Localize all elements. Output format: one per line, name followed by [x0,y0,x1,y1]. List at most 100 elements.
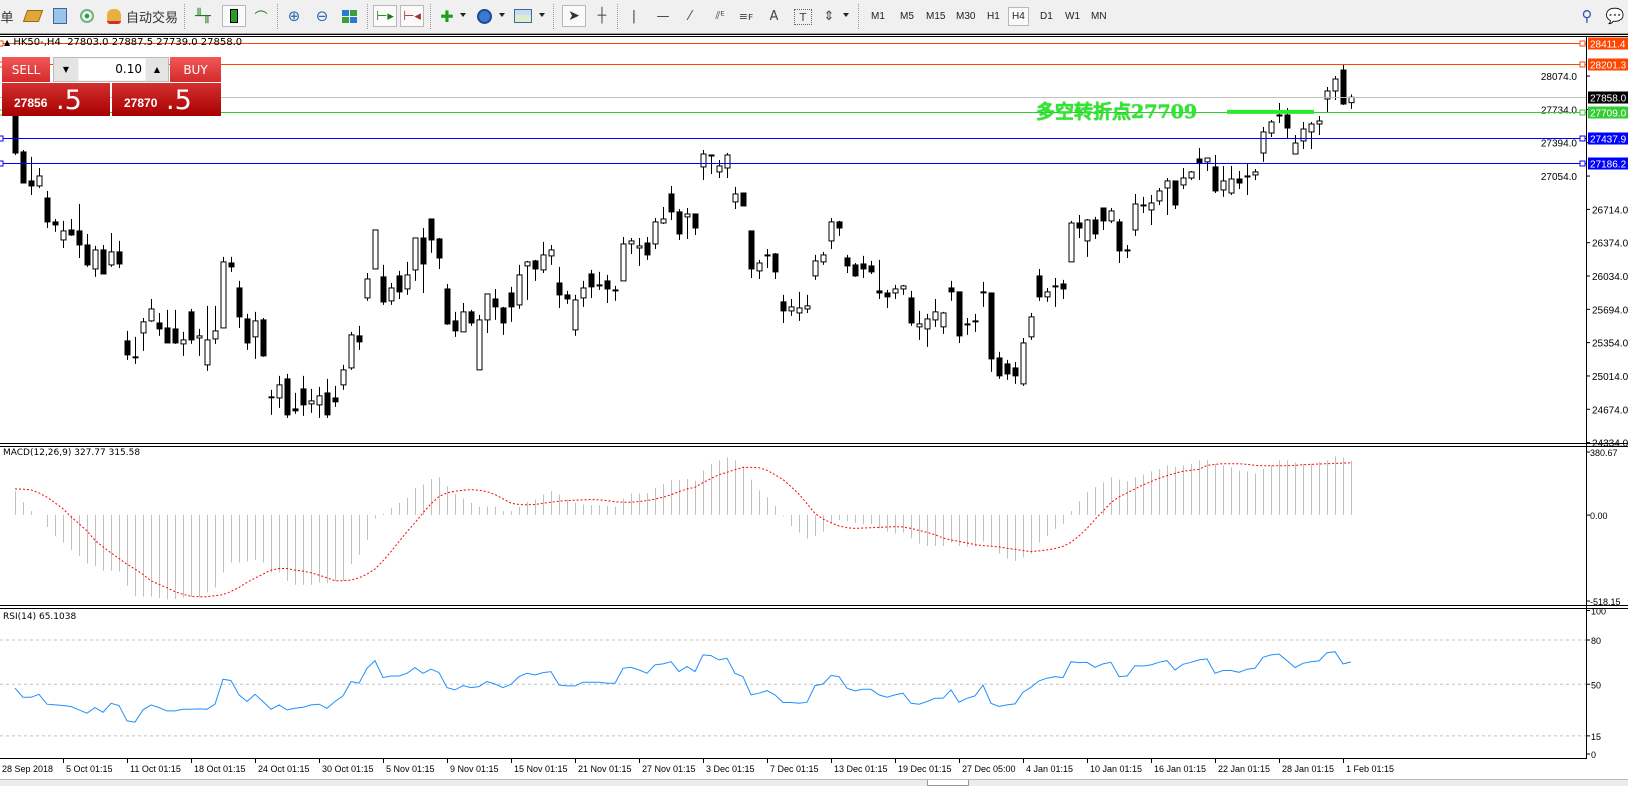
indicators-dropdown-icon[interactable] [460,13,466,17]
templates-icon[interactable] [513,5,533,27]
chart-shift-icon[interactable]: ⊢◂ [400,5,424,27]
bar-chart-icon[interactable]: ╨╥ [195,8,211,24]
volume-increase-button[interactable]: ▲ [146,58,168,81]
timeframe-d1[interactable]: D1 [1040,11,1053,22]
bear-candle-body [692,213,699,229]
bear-candle-body [380,276,387,303]
volume-decrease-button[interactable]: ▼ [54,58,78,81]
new-order-menu-fragment[interactable]: 单 [0,10,14,26]
zoom-in-icon[interactable]: ⊕ [287,7,301,25]
candle [492,288,499,320]
price-axis-label: 25014.0 [1592,372,1628,383]
candle [820,251,827,265]
line-chart-icon[interactable]: ⌒ [254,10,268,26]
candle [20,149,27,184]
candle [452,311,459,337]
bull-candle-body [340,369,347,386]
price-tag [1588,106,1628,119]
arrows-icon[interactable]: ⇕ [823,8,835,24]
text-label-tool-icon[interactable]: T [794,9,812,25]
candle [468,309,475,326]
candle [260,317,267,357]
equidistant-channel-icon[interactable]: ⫽ᴱ [715,9,725,22]
candlestick-chart-icon[interactable] [222,5,246,27]
bull-candle-body [628,240,635,245]
price-axis-label: 27394.0 [1541,139,1578,150]
chat-icon[interactable]: 💬 [1605,7,1625,25]
candle [740,192,747,207]
trendline-icon[interactable]: ⁄ [688,8,692,24]
price-tag-label: 27437.9 [1590,135,1627,146]
one-click-trading-toggle-icon[interactable]: ▲ [4,38,11,47]
candle [132,336,139,364]
auto-scroll-icon[interactable]: ⊢▸ [373,5,397,27]
auto-trading-button[interactable]: 自动交易 [126,10,179,26]
timeframe-h4[interactable]: H4 [1008,7,1029,26]
buy-button[interactable]: BUY [170,57,221,82]
bear-candle-body [300,388,307,406]
sell-button[interactable]: SELL [2,57,50,82]
cursor-icon[interactable]: ➤ [562,5,586,27]
timeframe-m1[interactable]: M1 [871,11,885,22]
timeframe-m30[interactable]: M30 [956,11,976,22]
candle [884,289,891,308]
timeframe-m15[interactable]: M15 [926,11,946,22]
toolbar-separator [430,4,433,29]
bull-candle-body [940,312,947,328]
candle [1324,86,1331,112]
candle [668,185,675,220]
price-axis-label: 26714.0 [1592,205,1628,216]
sell-price-button[interactable]: 27856 .5 [2,83,110,116]
volume-input[interactable]: 0.10 [79,59,145,80]
arrows-dropdown-icon[interactable] [843,13,849,17]
bull-candle-body [1156,190,1163,202]
candle [1244,163,1251,195]
bear-candle-body [332,397,339,403]
candle [172,309,179,344]
data-window-icon[interactable] [50,5,70,27]
bear-candle-body [844,257,851,267]
timeframe-mn[interactable]: MN [1091,11,1107,22]
periods-dropdown-icon[interactable] [499,13,505,17]
indicators-icon[interactable]: ✚ [440,6,454,26]
candle [836,220,843,236]
candle [92,245,99,277]
bear-candle-body [44,197,51,223]
time-axis-label: 5 Nov 01:15 [386,764,435,774]
bear-candle-body [76,230,83,246]
timeframe-h1[interactable]: H1 [987,11,1000,22]
timeframe-w1[interactable]: W1 [1065,11,1080,22]
candle [180,331,187,356]
bull-candle-body [820,254,827,263]
chart-tab[interactable] [927,780,969,786]
search-icon[interactable]: ⚲ [1581,7,1593,25]
macd-axis-label: 380.67 [1590,448,1618,458]
horizontal-line-icon[interactable]: — [656,8,670,24]
candle [244,313,251,350]
bull-candle-body [1148,202,1155,211]
bear-candle-body [948,287,955,293]
ohlc-readout: 27803.0 27887.5 27739.0 27858.0 [67,37,243,48]
vertical-line-icon[interactable]: | [631,8,637,24]
navigator-icon[interactable] [77,5,97,27]
timeframe-m5[interactable]: M5 [900,11,914,22]
candle [892,284,899,299]
auto-trading-icon[interactable] [104,5,124,27]
buy-price-button[interactable]: 27870 .5 [112,83,221,116]
rsi-axis-label: 0 [1591,750,1596,760]
crosshair-icon[interactable]: ┼ [597,8,607,24]
bull-candle-body [796,307,803,314]
bear-candle-body [588,273,595,288]
fibonacci-icon[interactable]: ≡ꜰ [738,9,754,23]
line-handle-icon [1579,135,1586,142]
chart-annotation-text[interactable]: 多空转折点27709 [1036,101,1198,123]
candle [508,286,515,322]
zoom-out-icon[interactable]: ⊖ [315,7,329,25]
tile-windows-icon[interactable] [339,5,359,27]
text-tool-icon[interactable]: A [769,8,779,24]
candle [188,308,195,344]
bear-candle-body [172,328,179,344]
periods-clock-icon[interactable] [474,5,494,27]
templates-dropdown-icon[interactable] [539,13,545,17]
